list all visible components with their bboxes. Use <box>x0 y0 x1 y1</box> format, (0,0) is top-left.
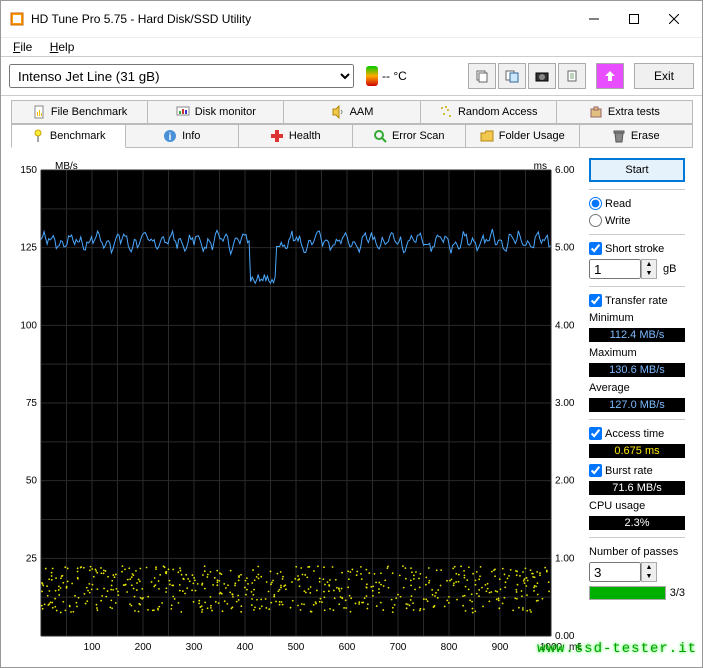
tab-health[interactable]: Health <box>238 124 353 148</box>
svg-text:900: 900 <box>492 642 509 653</box>
tab-disk-monitor[interactable]: Disk monitor <box>147 100 284 124</box>
start-button[interactable]: Start <box>589 158 685 182</box>
svg-text:50: 50 <box>26 476 38 487</box>
svg-text:2.00: 2.00 <box>555 476 575 487</box>
folder-usage-icon <box>480 129 494 143</box>
spin-up[interactable]: ▲ <box>642 260 656 269</box>
titlebar: HD Tune Pro 5.75 - Hard Disk/SSD Utility <box>1 1 702 38</box>
info-icon: i <box>163 129 177 143</box>
minimize-button[interactable] <box>574 7 614 31</box>
close-button[interactable] <box>654 7 694 31</box>
passes-input[interactable] <box>589 562 641 582</box>
svg-text:500: 500 <box>288 642 305 653</box>
disk-monitor-icon <box>176 105 190 119</box>
svg-text:700: 700 <box>390 642 407 653</box>
average-label: Average <box>589 382 685 394</box>
short-stroke-check[interactable]: Short stroke <box>589 242 685 255</box>
menubar: File Help <box>1 38 702 57</box>
svg-text:200: 200 <box>135 642 152 653</box>
minimum-label: Minimum <box>589 312 685 324</box>
side-panel: Start Read Write Short stroke ▲▼ gB Tran… <box>589 158 685 661</box>
svg-text:300: 300 <box>186 642 203 653</box>
svg-text:MB/s: MB/s <box>55 161 78 172</box>
svg-text:ms: ms <box>534 161 547 172</box>
passes-spin-up[interactable]: ▲ <box>642 563 656 572</box>
svg-text:25: 25 <box>26 553 38 564</box>
menu-help[interactable]: Help <box>44 38 81 56</box>
app-icon <box>9 11 25 27</box>
tabs-row-2: Benchmark i Info Health Error Scan Folde… <box>1 124 702 148</box>
copy-info-button[interactable] <box>498 63 526 89</box>
cpu-usage-value: 2.3% <box>589 516 685 530</box>
extra-tests-icon <box>589 105 603 119</box>
minimum-value: 112.4 MB/s <box>589 328 685 342</box>
temperature-display: -- °C <box>366 66 407 86</box>
write-radio[interactable]: Write <box>589 214 685 227</box>
svg-text:100: 100 <box>20 320 37 331</box>
tabs-row-1: File Benchmark Disk monitor AAM Random A… <box>1 96 702 124</box>
svg-text:4.00: 4.00 <box>555 320 575 331</box>
file-benchmark-icon <box>32 105 46 119</box>
tab-info[interactable]: i Info <box>125 124 240 148</box>
maximum-label: Maximum <box>589 347 685 359</box>
benchmark-chart: MB/sms2550751001251500.001.002.003.004.0… <box>11 158 581 661</box>
benchmark-icon <box>31 129 45 143</box>
tab-aam[interactable]: AAM <box>283 100 420 124</box>
maximize-button[interactable] <box>614 7 654 31</box>
settings-button[interactable] <box>558 63 586 89</box>
watermark: www.ssd-tester.it <box>537 641 697 657</box>
read-radio[interactable]: Read <box>589 197 685 210</box>
tab-error-scan[interactable]: Error Scan <box>352 124 467 148</box>
short-stroke-input[interactable] <box>589 259 641 279</box>
svg-text:400: 400 <box>237 642 254 653</box>
save-button[interactable] <box>596 63 624 89</box>
svg-text:150: 150 <box>20 165 37 176</box>
passes-spin-down[interactable]: ▼ <box>642 572 656 581</box>
drive-select[interactable]: Intenso Jet Line (31 gB) <box>9 64 354 88</box>
spin-down[interactable]: ▼ <box>642 269 656 278</box>
access-time-check[interactable]: Access time <box>589 427 685 440</box>
tab-extra-tests[interactable]: Extra tests <box>556 100 693 124</box>
passes-progress <box>589 586 666 600</box>
passes-label: Number of passes <box>589 546 685 558</box>
tab-random-access[interactable]: Random Access <box>420 100 557 124</box>
tab-benchmark[interactable]: Benchmark <box>11 124 126 148</box>
burst-rate-value: 71.6 MB/s <box>589 481 685 495</box>
exit-button[interactable]: Exit <box>634 63 694 89</box>
tab-erase[interactable]: Erase <box>579 124 694 148</box>
svg-text:125: 125 <box>20 243 37 254</box>
average-value: 127.0 MB/s <box>589 398 685 412</box>
copy-button[interactable] <box>468 63 496 89</box>
svg-text:600: 600 <box>339 642 356 653</box>
screenshot-button[interactable] <box>528 63 556 89</box>
svg-text:6.00: 6.00 <box>555 165 575 176</box>
cpu-usage-label: CPU usage <box>589 500 685 512</box>
svg-text:i: i <box>169 132 172 143</box>
access-time-value: 0.675 ms <box>589 444 685 458</box>
aam-icon <box>331 105 345 119</box>
window-title: HD Tune Pro 5.75 - Hard Disk/SSD Utility <box>31 12 574 26</box>
maximum-value: 130.6 MB/s <box>589 363 685 377</box>
svg-text:5.00: 5.00 <box>555 243 575 254</box>
thermometer-icon <box>366 66 378 86</box>
svg-text:1.00: 1.00 <box>555 553 575 564</box>
random-access-icon <box>439 105 453 119</box>
tab-folder-usage[interactable]: Folder Usage <box>465 124 580 148</box>
erase-icon <box>612 129 626 143</box>
svg-text:75: 75 <box>26 398 38 409</box>
burst-rate-check[interactable]: Burst rate <box>589 464 685 477</box>
menu-file[interactable]: File <box>7 38 38 56</box>
svg-text:800: 800 <box>441 642 458 653</box>
health-icon <box>270 129 284 143</box>
svg-text:100: 100 <box>84 642 101 653</box>
tab-file-benchmark[interactable]: File Benchmark <box>11 100 148 124</box>
toolbar: Intenso Jet Line (31 gB) -- °C <box>1 57 702 96</box>
svg-text:3.00: 3.00 <box>555 398 575 409</box>
transfer-rate-check[interactable]: Transfer rate <box>589 294 685 307</box>
error-scan-icon <box>373 129 387 143</box>
